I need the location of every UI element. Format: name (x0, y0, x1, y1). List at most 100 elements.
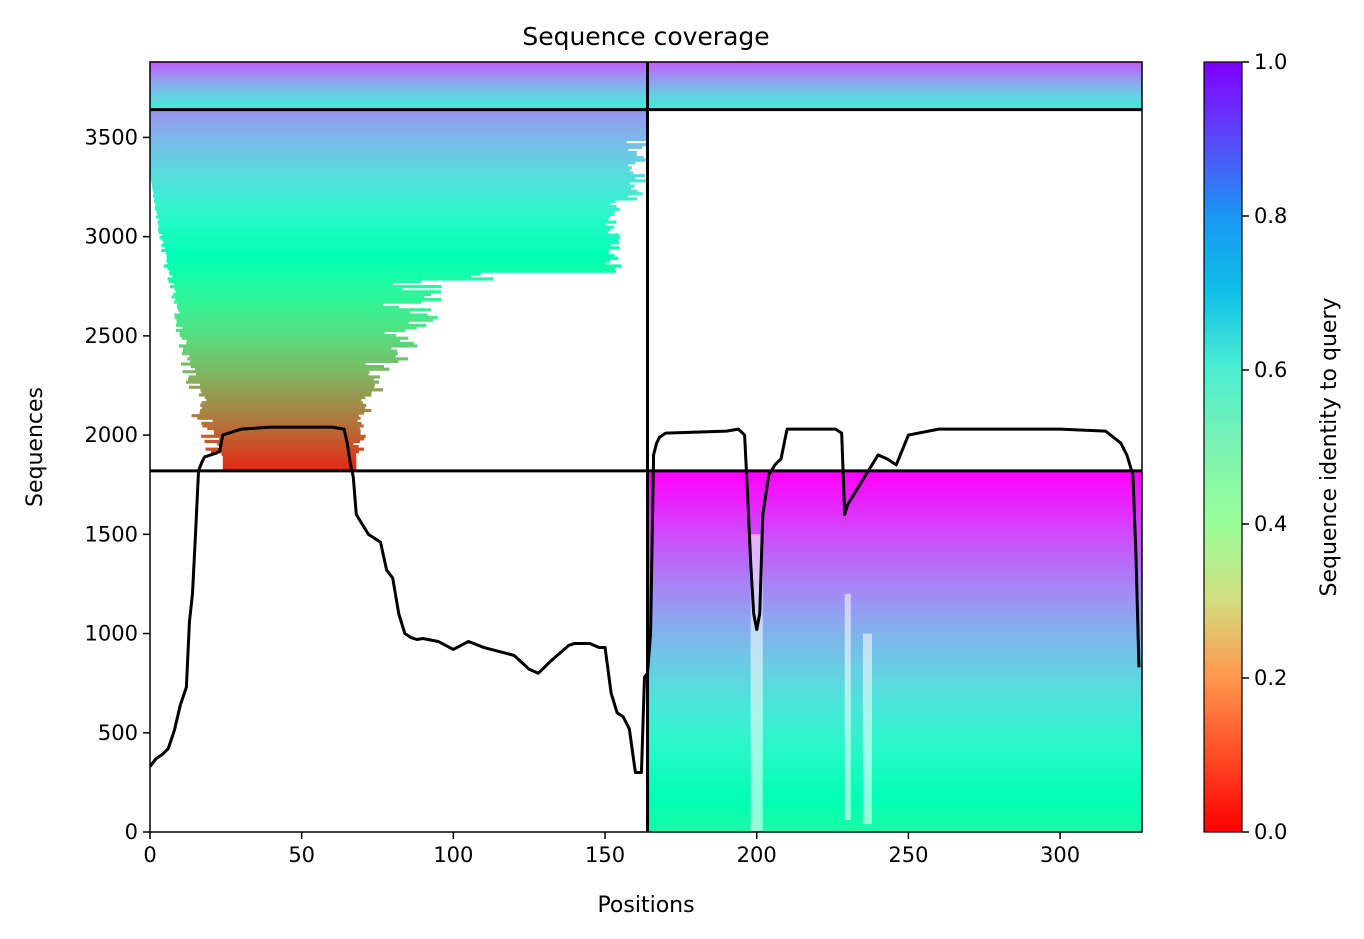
colorbar-tick-label: 0.6 (1254, 358, 1287, 382)
identity-row (173, 292, 431, 296)
identity-row (647, 790, 1142, 794)
block-boundaries (150, 62, 1142, 832)
identity-row (647, 690, 1142, 694)
identity-row (199, 393, 372, 397)
identity-row (647, 635, 1142, 640)
identity-row (150, 171, 634, 175)
identity-row (169, 269, 616, 273)
identity-row (153, 189, 638, 193)
identity-row (647, 816, 1142, 820)
identity-row (173, 282, 394, 286)
identity-row (647, 723, 1142, 727)
identity-row (647, 615, 1142, 619)
identity-row (222, 463, 357, 467)
identity-row (647, 555, 1142, 560)
identity-row (161, 243, 611, 247)
gap-column (844, 593, 851, 821)
identity-row (178, 344, 418, 348)
identity-row (647, 780, 1142, 784)
colorbar-tick-label: 0.8 (1254, 204, 1287, 228)
identity-row (647, 509, 1142, 513)
identity-row (647, 811, 1142, 815)
identity-row (647, 625, 1142, 629)
identity-row (647, 514, 1142, 518)
identity-row (152, 194, 629, 198)
identity-row (647, 762, 1142, 766)
identity-row (154, 207, 620, 211)
identity-row (647, 733, 1142, 738)
identity-row (150, 119, 648, 124)
x-tick-label: 0 (143, 843, 156, 867)
colorbar-tick-label: 1.0 (1254, 50, 1287, 74)
identity-row (647, 594, 1142, 598)
x-tick-label: 150 (585, 843, 625, 867)
identity-row (647, 682, 1142, 686)
identity-row (158, 230, 608, 235)
identity-row (222, 457, 357, 462)
identity-row (154, 197, 638, 201)
identity-row (647, 504, 1142, 508)
identity-row (177, 303, 384, 307)
identity-row (182, 326, 417, 330)
identity-row (206, 398, 362, 402)
identity-row (647, 793, 1142, 797)
identity-row (150, 143, 647, 147)
identity-row (150, 112, 648, 116)
heatmap-block-unpaired-chain-a (150, 109, 648, 472)
identity-row (174, 287, 403, 291)
identity-row (186, 341, 415, 345)
gap-column (862, 633, 873, 825)
identity-row (647, 824, 1142, 828)
identity-row (647, 628, 1142, 632)
identity-row (221, 452, 356, 456)
x-tick-label: 200 (737, 843, 777, 867)
identity-row (166, 259, 611, 263)
identity-row (647, 715, 1142, 720)
identity-row (181, 352, 398, 356)
y-tick-label: 2500 (85, 324, 138, 348)
identity-row (647, 473, 1142, 477)
identity-row (197, 416, 361, 420)
identity-row (201, 421, 362, 425)
identity-row (647, 736, 1142, 740)
identity-row (647, 782, 1142, 787)
identity-row (150, 109, 648, 113)
identity-row (647, 553, 1142, 557)
identity-row (167, 277, 494, 281)
identity-row (647, 586, 1142, 591)
colorbar-axis: 0.0 0.2 0.4 0.6 0.8 1.0 (1242, 50, 1287, 844)
identity-row (212, 419, 358, 423)
identity-row (205, 447, 364, 451)
identity-row (647, 550, 1142, 554)
identity-row (222, 460, 357, 464)
identity-row (150, 138, 648, 142)
identity-row (647, 703, 1142, 707)
identity-row (182, 349, 398, 353)
identity-row (647, 488, 1142, 493)
identity-row (163, 241, 620, 245)
identity-row (647, 826, 1142, 831)
identity-row (150, 158, 647, 162)
heatmap-layer (150, 62, 1142, 832)
identity-row (183, 346, 392, 351)
identity-row (647, 679, 1142, 683)
identity-row (647, 718, 1142, 722)
identity-row (647, 749, 1142, 753)
identity-row (647, 506, 1142, 511)
identity-row (157, 212, 615, 216)
identity-row (219, 445, 359, 449)
identity-row (176, 321, 409, 325)
identity-row (647, 470, 1142, 474)
heatmap-block-unpaired-chain-b (647, 470, 1142, 832)
identity-row (150, 174, 646, 178)
identity-row (172, 274, 472, 278)
identity-row (201, 401, 363, 405)
identity-row (150, 130, 648, 134)
identity-row (187, 357, 408, 361)
identity-row (647, 731, 1142, 735)
identity-row (647, 599, 1142, 603)
identity-row (647, 592, 1142, 596)
heatmap-block-paired-top-left (150, 62, 648, 111)
identity-row (647, 617, 1142, 622)
identity-row (150, 156, 644, 160)
